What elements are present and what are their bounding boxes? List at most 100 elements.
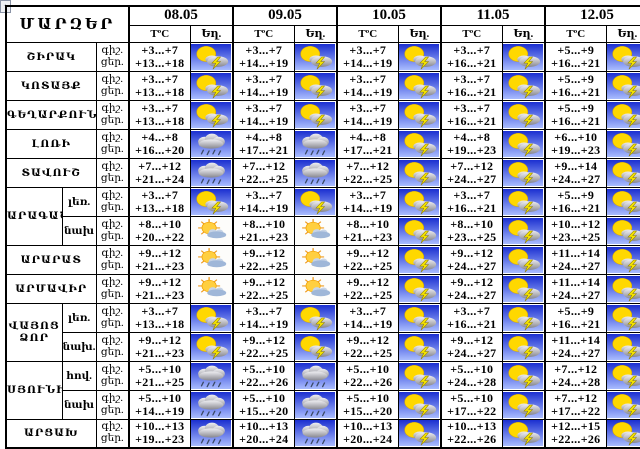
day-temp: +14...+19 [343,200,393,215]
zone-label: լեռ. [61,186,97,217]
sun-cloud-lightning-icon [399,43,440,70]
weather-icon-cell [293,273,338,304]
sun-cloud-lightning-icon [503,362,544,389]
day-label: ցեր. [100,259,124,271]
weather-icon-cell [605,389,640,420]
day-temp: +16...+21 [551,316,601,331]
weather-forecast-table: ՄԱՐԶԵՐ 08.05 09.05 10.05 11.05 12.05 TºC… [5,5,640,449]
night-temp: +9...+12 [346,332,390,347]
region-name: ՎԱՅՈՑ ՁՈՐ [5,302,63,362]
sun-cloud-lightning-icon [503,246,544,273]
night-temp: +5...+10 [450,390,494,405]
sun-cloud-lightning-icon [503,101,544,128]
night-temp: +3...+7 [141,42,179,57]
day-temp: +16...+21 [551,55,601,70]
sun-cloud-lightning-icon [607,333,640,360]
night-temp: +9...+12 [242,274,286,289]
region-name: ԱՐՑԱԽ [5,418,97,449]
sun-cloud-lightning-icon [607,72,640,99]
region-name: ԱՐՄԱՎԻՐ [5,273,97,304]
day-temp: +22...+25 [343,171,393,186]
region-row: նախ գիշ. ցեր. +5...+10 +14...+19 +5...+10 +15.… [6,389,640,420]
rain-cloud-icon [295,159,336,186]
date-header: 10.05 [336,5,442,26]
night-temp: +3...+7 [349,303,387,318]
day-temp: +16...+21 [551,200,601,215]
night-temp: +3...+7 [453,303,491,318]
night-temp: +5...+9 [557,100,595,115]
day-temp: +24...+28 [551,374,601,389]
region-name: ՇԻՐԱԿ [5,41,97,72]
zone-label: նախ. [61,331,97,362]
sun-cloud-lightning-icon [295,188,336,215]
day-temp: +15...+20 [239,403,289,418]
day-label: ցեր. [100,288,124,300]
weather-icon-cell [501,331,546,362]
night-temp: +8...+10 [242,216,286,231]
day-temp: +13...+18 [135,113,185,128]
weather-icon-cell [605,331,640,362]
night-label: գիշ. [101,218,123,230]
night-temp: +5...+9 [557,42,595,57]
day-temp: +22...+26 [343,374,393,389]
weather-icon-cell [397,389,442,420]
weather-icon-cell [501,99,546,130]
night-temp: +8...+10 [450,216,494,231]
weather-icon-cell [605,360,640,391]
night-temp: +10...+13 [447,419,497,434]
weather-icon-cell [293,99,338,130]
weather-icon-cell [605,273,640,304]
temperature-cell: +3...+7 +16...+21 [440,302,503,333]
night-temp: +5...+9 [557,187,595,202]
weather-icon-cell [397,70,442,101]
temp-subheader: TºC [440,24,503,43]
day-label: ցեր. [100,56,124,68]
weather-icon-cell [189,128,234,159]
sun-cloud-lightning-icon [191,188,232,215]
night-temp: +4...+8 [453,129,491,144]
date-header: 11.05 [440,5,546,26]
day-temp: +23...+25 [447,229,497,244]
temperature-cell: +5...+9 +16...+21 [544,302,607,333]
day-temp: +24...+27 [447,287,497,302]
night-temp: +3...+7 [245,303,283,318]
temperature-cell: +3...+7 +14...+19 [232,186,295,217]
day-temp: +14...+19 [135,403,185,418]
day-temp: +20...+22 [135,229,185,244]
zone-label: նախ [61,215,97,246]
zone-label: լեռ. [61,302,97,333]
night-temp: +3...+7 [349,71,387,86]
day-temp: +16...+21 [551,113,601,128]
night-temp: +9...+14 [554,158,598,173]
night-label: գիշ. [101,334,123,346]
day-temp: +14...+19 [239,113,289,128]
temperature-cell: +6...+10 +19...+23 [544,128,607,159]
temperature-cell: +9...+14 +24...+27 [544,157,607,188]
night-temp: +4...+8 [349,129,387,144]
sun-small-cloud-icon [295,246,336,273]
day-temp: +20...+24 [343,432,393,447]
sun-cloud-lightning-icon [607,217,640,244]
day-temp: +22...+25 [239,345,289,360]
day-temp: +22...+26 [551,432,601,447]
day-temp: +22...+25 [343,258,393,273]
temperature-cell: +3...+7 +14...+19 [336,41,399,72]
night-temp: +5...+10 [138,390,182,405]
sun-cloud-lightning-icon [607,101,640,128]
temp-subheader: TºC [544,24,607,43]
weather-icon-cell [605,215,640,246]
weather-icon-cell [293,389,338,420]
night-temp: +9...+12 [242,245,286,260]
night-temp: +3...+7 [245,100,283,115]
temperature-cell: +9...+12 +24...+27 [440,273,503,304]
sun-cloud-lightning-icon [607,246,640,273]
night-temp: +7...+12 [450,158,494,173]
weather-icon-cell [501,128,546,159]
weather-icon-cell [189,273,234,304]
temperature-cell: +9...+12 +22...+25 [232,244,295,275]
temperature-cell: +3...+7 +16...+21 [440,99,503,130]
day-temp: +14...+19 [239,55,289,70]
day-temp: +24...+27 [551,171,601,186]
temperature-cell: +8...+10 +21...+23 [232,215,295,246]
weather-icon-cell [293,244,338,275]
